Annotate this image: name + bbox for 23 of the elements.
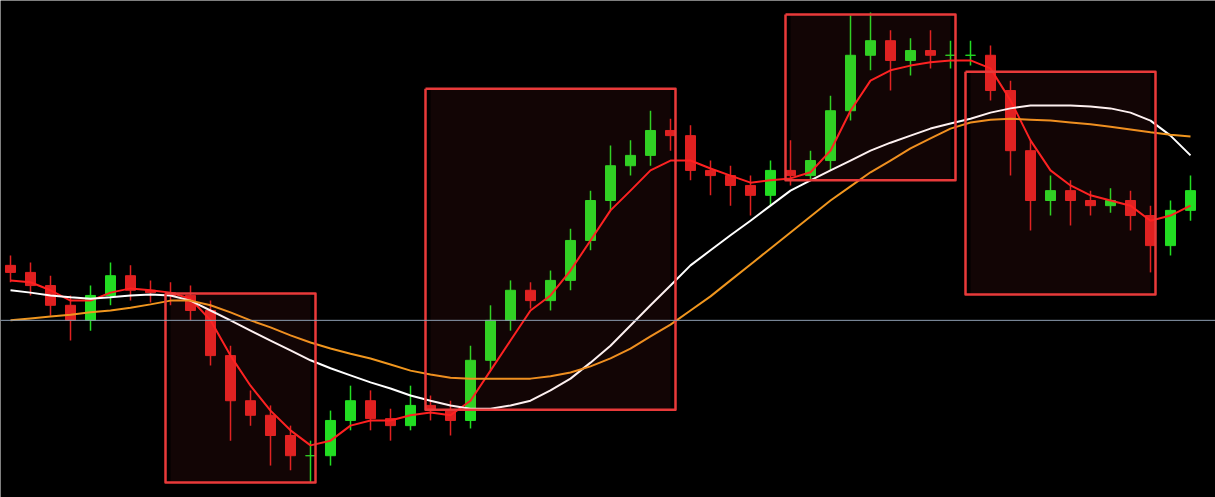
candlestick bbox=[1065, 179, 1076, 227]
candlestick bbox=[705, 159, 716, 197]
candlestick bbox=[265, 404, 276, 467]
candlestick bbox=[125, 264, 136, 302]
candlestick bbox=[945, 39, 956, 70]
candlestick bbox=[1045, 174, 1056, 217]
candlestick bbox=[305, 439, 316, 484]
candlestick bbox=[525, 281, 536, 310]
candlestick bbox=[105, 261, 116, 307]
candlestick bbox=[1185, 174, 1196, 222]
candlestick bbox=[365, 389, 376, 432]
candlestick bbox=[745, 174, 756, 217]
candlestick bbox=[245, 389, 256, 427]
candlestick bbox=[965, 39, 976, 67]
candlestick bbox=[285, 424, 296, 472]
candlestick bbox=[405, 384, 416, 432]
candlestick bbox=[5, 254, 16, 284]
candlestick bbox=[925, 29, 936, 70]
candlestick bbox=[625, 139, 636, 177]
candlestick bbox=[345, 384, 356, 432]
candlestick bbox=[885, 29, 896, 92]
candlestick bbox=[905, 37, 916, 77]
candlestick bbox=[1085, 189, 1096, 217]
